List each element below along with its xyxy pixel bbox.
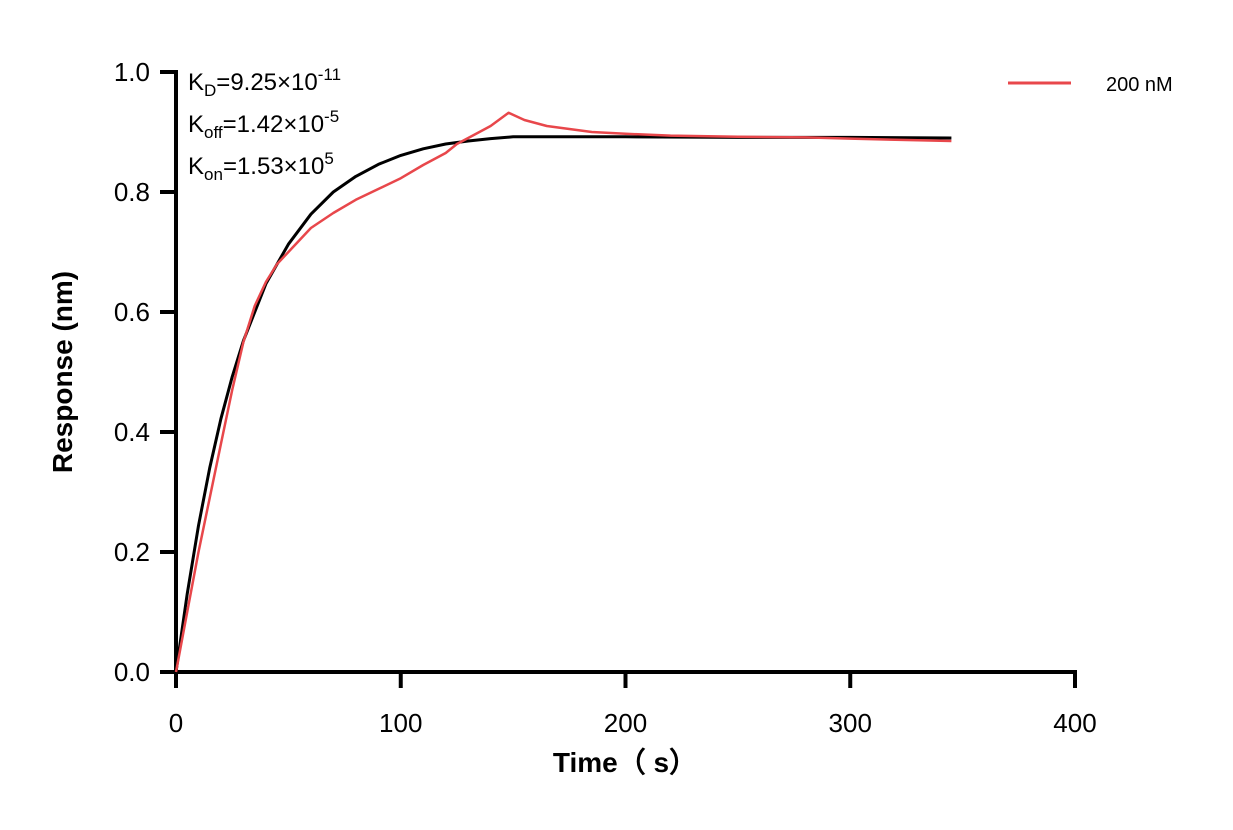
x-tick-label: 0 (169, 708, 183, 738)
y-tick-label: 0.4 (114, 417, 150, 447)
x-axis-label: Time（ s） (553, 746, 697, 778)
x-tick-label: 100 (379, 708, 422, 738)
y-axis-label: Response (nm) (47, 271, 78, 473)
y-tick-label: 0.0 (114, 657, 150, 687)
y-tick-label: 0.8 (114, 177, 150, 207)
y-tick-label: 1.0 (114, 57, 150, 87)
kinetics-annotations: KD=9.25×10-11 Koff=1.42×10-5 Kon=1.53×10… (188, 65, 341, 184)
x-tick-label: 400 (1053, 708, 1096, 738)
legend-label-200nm: 200 nM (1106, 74, 1173, 96)
x-tick-label: 300 (829, 708, 872, 738)
kd-annotation: KD=9.25×10-11 (188, 65, 341, 100)
y-tick-label: 0.6 (114, 297, 150, 327)
series-line-200nm (174, 111, 952, 673)
kon-annotation: Kon=1.53×105 (188, 149, 334, 184)
koff-annotation: Koff=1.42×10-5 (188, 107, 339, 142)
legend: 200 nM (1008, 74, 1173, 96)
fit-curve-line (174, 135, 952, 673)
x-tick-label: 200 (604, 708, 647, 738)
y-tick-label: 0.2 (114, 537, 150, 567)
